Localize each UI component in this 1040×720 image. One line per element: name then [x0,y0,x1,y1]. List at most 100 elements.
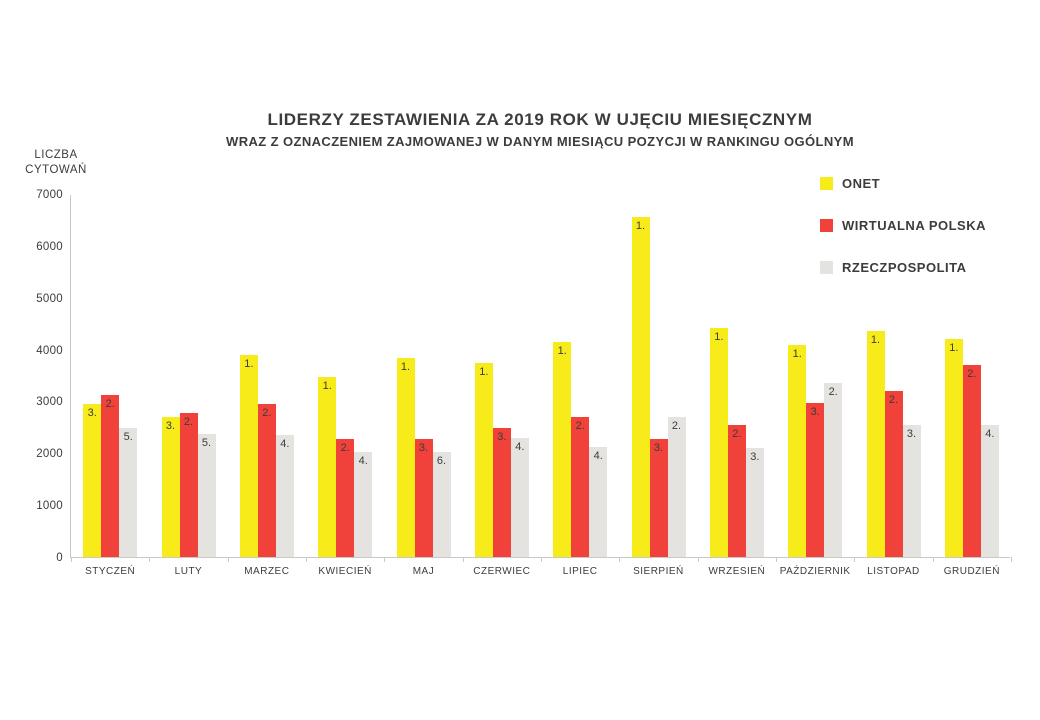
x-axis-tick [306,557,307,562]
legend-item: RZECZPOSPOLITA [820,259,986,275]
y-tick-label: 7000 [36,189,63,201]
x-axis-tick [149,557,151,562]
legend-swatch [820,218,833,232]
bar-onet: 1. [318,377,337,557]
bar-rzeczpospolita: 2. [667,417,686,557]
bar-rank-label: 6. [436,455,447,468]
bar-onet: 1. [396,358,415,557]
x-axis-tick [541,557,542,562]
bar-wirtualna-polska: 3. [806,403,825,557]
bar-rzeczpospolita: 4. [354,451,373,557]
bar-rank-label: 5. [123,431,133,444]
x-axis-tick [776,557,777,562]
legend-item: WIRTUALNA POLSKA [820,218,986,233]
x-axis-label: MARZEC [244,566,290,577]
bar-rank-label: 2. [105,397,115,410]
bar-rank-label: 2. [828,386,838,399]
legend-swatch [820,176,833,190]
bar-rank-label: 2. [671,420,682,432]
bar-rzeczpospolita: 6. [432,452,451,557]
bar-onet: 1. [709,327,728,557]
bar-rank-label: 2. [732,427,742,440]
bar-rank-label: 4. [358,454,368,467]
bar-rank-label: 4. [985,428,995,441]
legend: ONET WIRTUALNA POLSKA RZECZPOSPOLITA [820,176,986,302]
bar-rzeczpospolita: 3. [902,424,921,557]
bar-onet: 1. [866,331,885,557]
x-axis-tick [71,557,72,562]
bar-rank-label: 3. [653,441,664,454]
bar-rank-label: 3. [906,427,917,440]
bar-rank-label: 2. [262,407,272,419]
x-axis-label: KWIECIEŃ [318,566,372,577]
bar-rank-label: 1. [949,342,959,355]
y-tick-label: 2000 [36,448,63,461]
x-axis-label: WRZESIEŃ [708,566,766,577]
bar-rank-label: 2. [183,415,194,428]
legend-swatch [820,260,833,274]
legend-item: ONET [820,175,986,191]
bar-rzeczpospolita: 5. [119,428,138,557]
bar-rank-label: 1. [244,357,254,370]
bar-rank-label: 2. [967,368,977,381]
bar-rank-label: 2. [888,394,899,407]
plot-area: 0 1000 2000 3000 4000 5000 6000 7000 3. 2. 5. STYCZ… [36,189,1012,577]
x-axis-label: PAŹDZIERNIK [779,566,851,577]
x-axis-tick [854,557,856,562]
y-tick-label: 4000 [36,344,63,357]
bar-rank-label: 3. [87,407,97,419]
y-tick-label: 1000 [36,500,63,513]
x-axis-tick [227,557,229,562]
x-axis-tick [932,557,934,562]
bar-wirtualna-polska: 2. [257,404,276,557]
x-axis-label: SIERPIEŃ [633,566,684,577]
x-axis-label: LUTY [174,566,203,577]
x-axis-tick [384,557,386,562]
bar-wirtualna-polska: 3. [649,438,668,557]
y-tick-label: 3000 [36,396,63,409]
x-axis-tick [462,557,464,562]
bar-rank-label: 1. [870,334,881,347]
bar-rank-label: 4. [280,438,290,451]
bar-rank-label: 2. [340,441,350,454]
bar-onet: 1. [631,216,650,557]
bar-onet: 1. [944,339,963,557]
bar-wirtualna-polska: 3. [414,438,433,557]
bar-rzeczpospolita: 4. [980,425,999,557]
x-axis-tick [697,557,699,562]
bar-rzeczpospolita: 3. [745,448,764,557]
bar-rank-label: 1. [792,348,802,361]
x-axis-label: GRUDZIEŃ [943,566,1000,577]
bar-rank-label: 4. [515,441,525,454]
bar-rank-label: 1. [714,330,724,343]
bar-rzeczpospolita: 5. [197,434,216,557]
bar-rzeczpospolita: 4. [510,438,529,557]
bar-rank-label: 5. [201,437,212,450]
bar-rzeczpospolita: 4. [589,446,608,557]
bar-wirtualna-polska: 2. [101,394,120,557]
bar-rank-label: 2. [575,420,585,432]
chart-title: LIDERZY ZESTAWIENIA ZA 2019 ROK W UJĘCIU… [267,110,813,129]
bar-rank-label: 1. [322,380,332,393]
bar-rank-label: 3. [810,406,820,418]
y-tick-label: 0 [56,552,63,564]
bar-rzeczpospolita: 2. [824,383,843,557]
bar-onet: 1. [553,341,572,557]
legend-label: RZECZPOSPOLITA [842,259,967,275]
x-axis-label: STYCZEŃ [85,566,136,577]
bar-rzeczpospolita: 4. [275,435,294,557]
y-tick-label: 5000 [36,292,63,305]
bar-wirtualna-polska: 2. [179,412,198,557]
legend-label: ONET [842,175,881,191]
x-axis-tick [1011,557,1012,562]
x-axis-tick [619,557,621,562]
bar-rank-label: 4. [593,449,603,462]
bar-wirtualna-polska: 2. [336,438,355,557]
bar-rank-label: 1. [557,344,567,357]
bar-onet: 3. [161,417,180,557]
bar-rank-label: 1. [635,219,646,232]
bar-rank-label: 3. [750,451,760,464]
chart-subtitle: WRAZ Z OZNACZENIEM ZAJMOWANEJ W DANYM MI… [226,134,854,149]
bar-rank-label: 1. [479,366,489,379]
